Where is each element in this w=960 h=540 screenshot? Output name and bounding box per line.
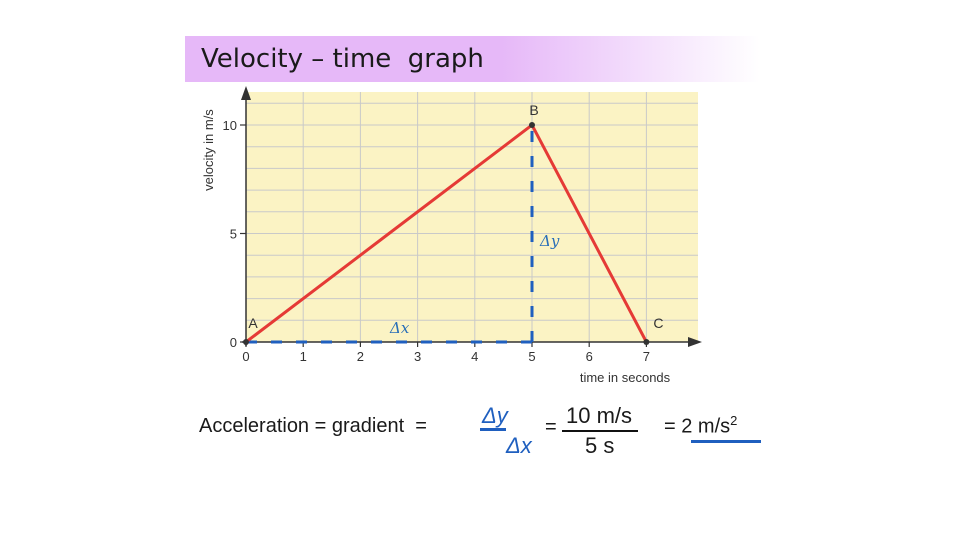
formula-fraction-line (562, 430, 638, 432)
x-tick-label: 7 (643, 349, 650, 364)
formula-result-underline (691, 440, 761, 443)
x-tick-label: 0 (242, 349, 249, 364)
title-banner (185, 36, 760, 82)
formula-prefix: Acceleration = gradient = (199, 415, 427, 437)
plot-background (246, 92, 698, 342)
slide-title: Velocity – time graph (201, 44, 484, 74)
data-point (643, 339, 650, 345)
formula-delta-x: Δx (506, 433, 532, 458)
x-tick-label: 1 (300, 349, 307, 364)
x-tick-label: 2 (357, 349, 364, 364)
formula-denominator: 5 s (585, 433, 615, 458)
x-tick-label: 3 (414, 349, 421, 364)
x-axis-title: time in seconds (580, 370, 671, 385)
formula-delta-y: Δy (482, 403, 508, 428)
x-tick-label: 5 (528, 349, 535, 364)
y-tick-label: 5 (230, 227, 237, 242)
x-tick-label: 6 (586, 349, 593, 364)
x-axis-arrow (688, 337, 702, 347)
y-tick-label: 10 (223, 118, 237, 133)
formula-fraction-line-blue (480, 428, 506, 431)
point-label: C (653, 315, 663, 331)
y-axis-arrow (241, 86, 251, 100)
formula-equals: = (545, 416, 557, 438)
point-label: A (248, 315, 258, 331)
formula-result: = 2 m/s2 (664, 413, 737, 439)
x-tick-label: 4 (471, 349, 478, 364)
formula-numerator: 10 m/s (566, 403, 633, 428)
y-tick-label: 0 (230, 335, 237, 350)
point-label: B (529, 102, 538, 118)
data-point (529, 122, 535, 128)
delta-x-annotation: Δx (389, 319, 410, 337)
formula-result-text: = 2 m/s (664, 415, 731, 438)
delta-y-annotation: Δy (539, 232, 560, 250)
formula-result-exponent: 2 (730, 413, 738, 428)
data-point (243, 339, 249, 345)
y-axis-title: velocity in m/s (201, 109, 216, 191)
